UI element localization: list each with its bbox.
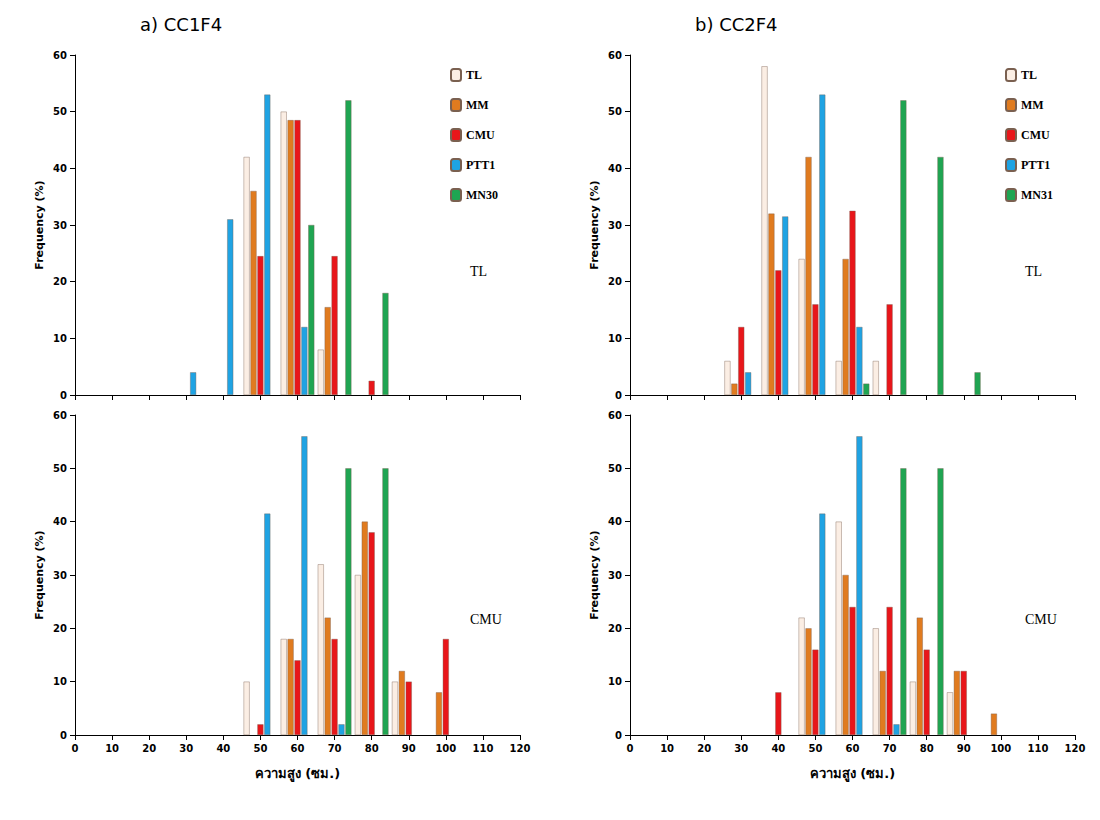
svg-text:CMU: CMU — [466, 128, 495, 142]
svg-text:30: 30 — [53, 220, 67, 231]
svg-text:60: 60 — [291, 743, 305, 754]
svg-text:30: 30 — [734, 743, 748, 754]
svg-text:100: 100 — [990, 743, 1011, 754]
svg-text:110: 110 — [472, 743, 493, 754]
svg-text:50: 50 — [608, 106, 622, 117]
svg-text:PTT1: PTT1 — [466, 158, 495, 172]
svg-text:60: 60 — [53, 410, 67, 421]
svg-text:10: 10 — [53, 333, 67, 344]
svg-text:40: 40 — [608, 163, 622, 174]
svg-text:120: 120 — [510, 743, 531, 754]
svg-text:MN30: MN30 — [466, 188, 498, 202]
svg-text:0: 0 — [615, 390, 622, 401]
svg-text:120: 120 — [1065, 743, 1086, 754]
svg-text:ความสูง (ซม.): ความสูง (ซม.) — [255, 766, 340, 782]
svg-text:MM: MM — [1021, 98, 1044, 112]
svg-text:Frequency (%): Frequency (%) — [33, 180, 46, 269]
svg-text:PTT1: PTT1 — [1021, 158, 1050, 172]
svg-text:50: 50 — [808, 743, 822, 754]
svg-text:20: 20 — [53, 623, 67, 634]
svg-text:40: 40 — [608, 516, 622, 527]
svg-text:40: 40 — [771, 743, 785, 754]
svg-text:30: 30 — [608, 570, 622, 581]
svg-text:10: 10 — [53, 676, 67, 687]
svg-text:60: 60 — [846, 743, 860, 754]
svg-text:40: 40 — [53, 516, 67, 527]
svg-text:MM: MM — [466, 98, 489, 112]
svg-text:20: 20 — [142, 743, 156, 754]
svg-text:80: 80 — [365, 743, 379, 754]
svg-text:30: 30 — [53, 570, 67, 581]
svg-text:TL: TL — [470, 264, 487, 279]
svg-text:10: 10 — [660, 743, 674, 754]
svg-text:CMU: CMU — [1021, 128, 1050, 142]
svg-text:b) CC2F4: b) CC2F4 — [695, 14, 778, 35]
svg-text:TL: TL — [466, 68, 482, 82]
svg-text:10: 10 — [105, 743, 119, 754]
svg-text:70: 70 — [328, 743, 342, 754]
svg-text:0: 0 — [72, 743, 79, 754]
svg-text:50: 50 — [608, 463, 622, 474]
svg-text:60: 60 — [53, 50, 67, 61]
svg-text:0: 0 — [60, 390, 67, 401]
svg-text:TL: TL — [1025, 264, 1042, 279]
svg-text:40: 40 — [216, 743, 230, 754]
svg-text:90: 90 — [957, 743, 971, 754]
svg-text:10: 10 — [608, 333, 622, 344]
svg-text:a) CC1F4: a) CC1F4 — [140, 14, 222, 35]
svg-text:30: 30 — [179, 743, 193, 754]
svg-text:0: 0 — [60, 730, 67, 741]
svg-text:80: 80 — [920, 743, 934, 754]
svg-text:50: 50 — [253, 743, 267, 754]
svg-text:110: 110 — [1027, 743, 1048, 754]
svg-text:50: 50 — [53, 463, 67, 474]
svg-text:30: 30 — [608, 220, 622, 231]
svg-text:0: 0 — [615, 730, 622, 741]
svg-text:Frequency (%): Frequency (%) — [588, 530, 601, 619]
svg-text:Frequency (%): Frequency (%) — [33, 530, 46, 619]
svg-text:20: 20 — [608, 276, 622, 287]
svg-text:50: 50 — [53, 106, 67, 117]
svg-text:10: 10 — [608, 676, 622, 687]
svg-text:CMU: CMU — [1025, 612, 1057, 627]
svg-text:ความสูง (ซม.): ความสูง (ซม.) — [810, 766, 895, 782]
svg-text:70: 70 — [883, 743, 897, 754]
svg-text:90: 90 — [402, 743, 416, 754]
svg-text:CMU: CMU — [470, 612, 502, 627]
svg-text:0: 0 — [627, 743, 634, 754]
svg-text:100: 100 — [435, 743, 456, 754]
svg-text:40: 40 — [53, 163, 67, 174]
svg-text:MN31: MN31 — [1021, 188, 1053, 202]
svg-text:Frequency (%): Frequency (%) — [588, 180, 601, 269]
svg-text:TL: TL — [1021, 68, 1037, 82]
svg-text:60: 60 — [608, 410, 622, 421]
svg-text:20: 20 — [608, 623, 622, 634]
svg-text:20: 20 — [697, 743, 711, 754]
svg-text:20: 20 — [53, 276, 67, 287]
svg-text:60: 60 — [608, 50, 622, 61]
